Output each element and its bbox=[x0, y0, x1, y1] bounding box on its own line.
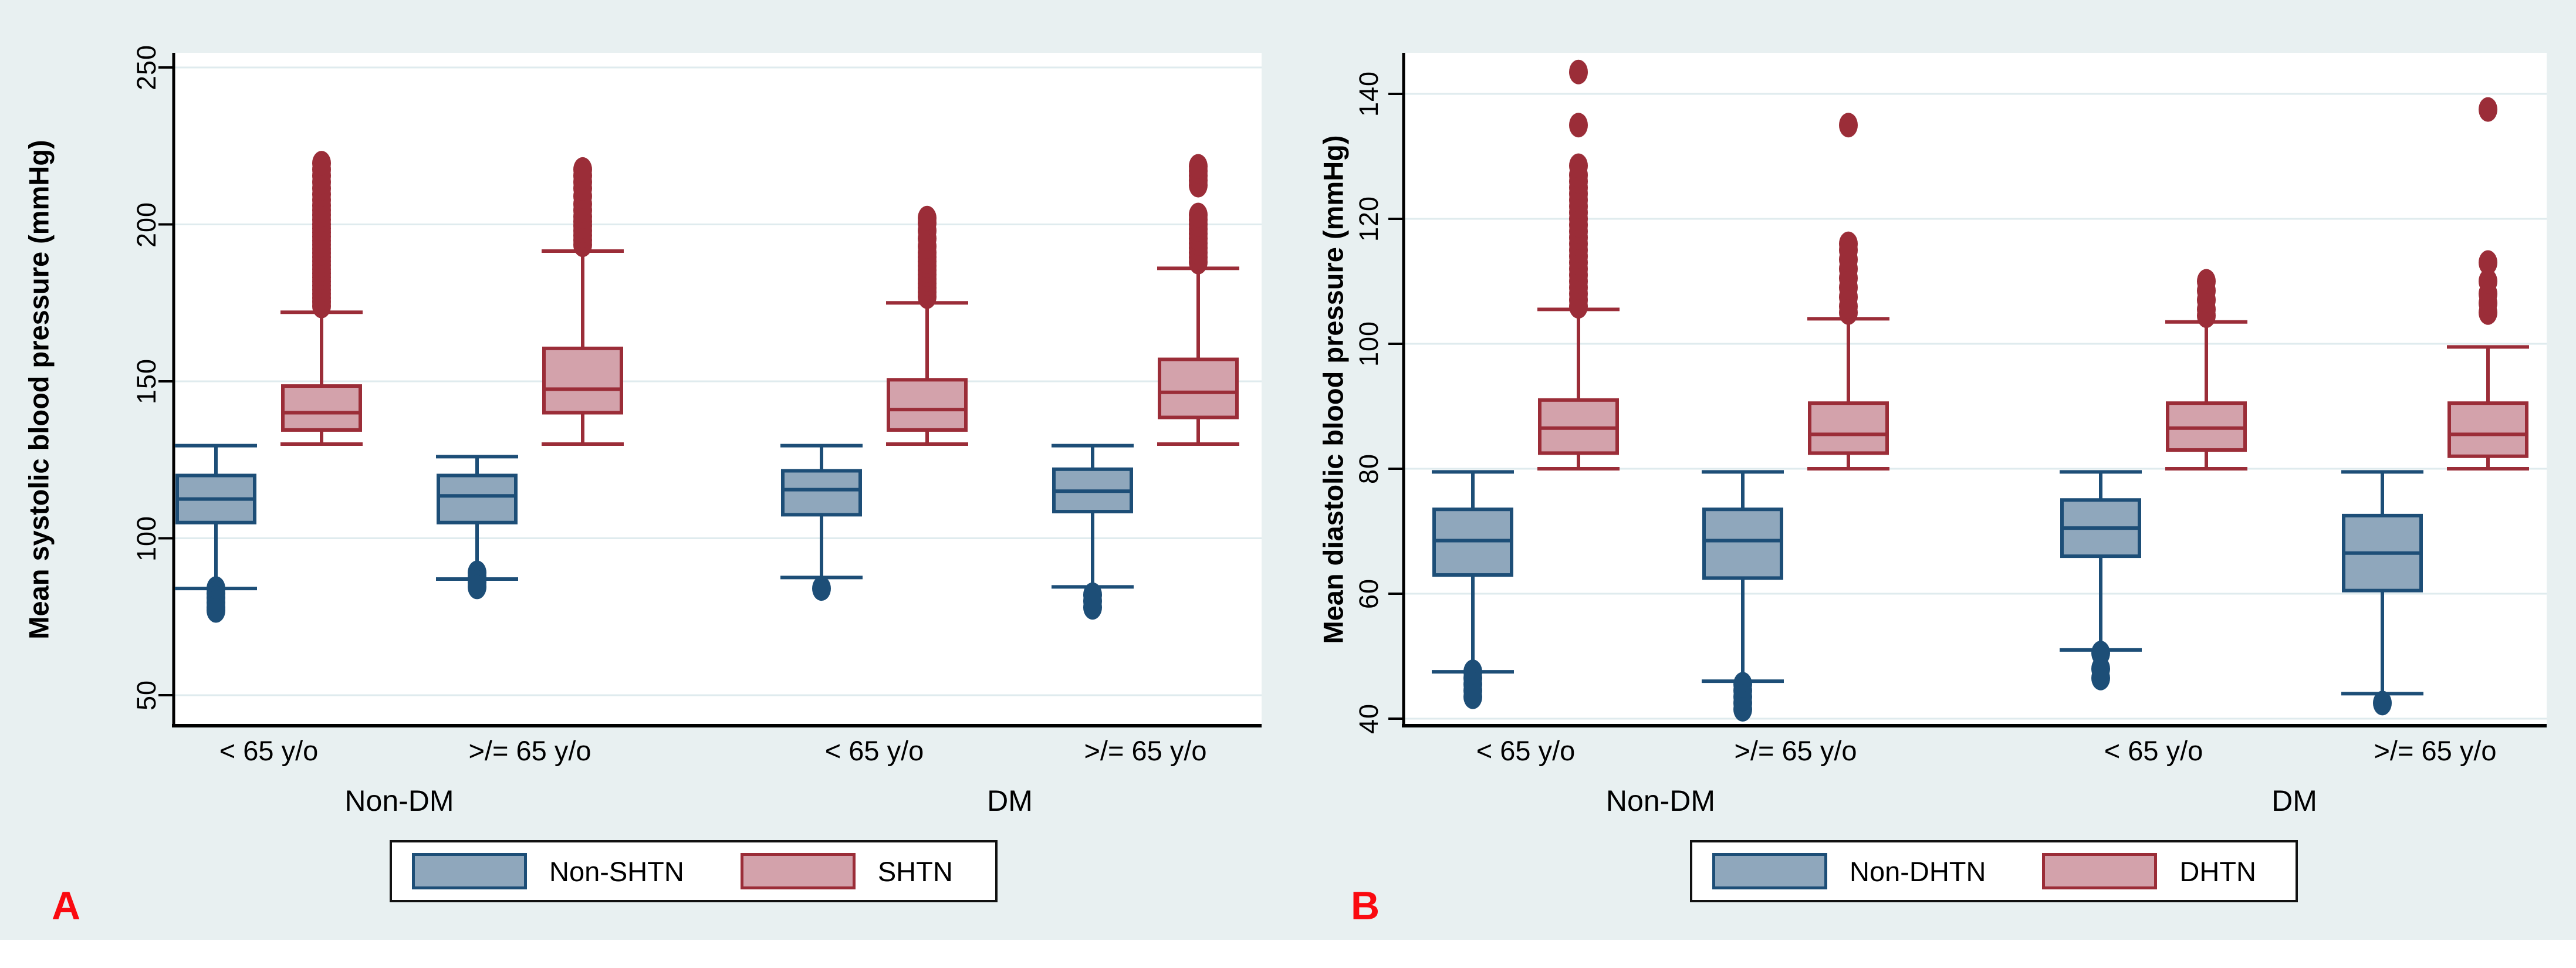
boxplot-b-non-dm-65-y-o-non-dhtn bbox=[1702, 470, 1784, 722]
legend-swatch-shtn bbox=[740, 853, 856, 889]
outlier-dot bbox=[2479, 250, 2497, 275]
outlier-dot bbox=[1569, 153, 1588, 178]
legend-label-dhtn: DHTN bbox=[2179, 855, 2256, 887]
x-group-label: Non-DM bbox=[344, 784, 454, 817]
outlier-dot bbox=[1463, 684, 1482, 709]
outlier-dot bbox=[1083, 595, 1102, 620]
y-tick-label-60: 60 bbox=[1354, 578, 1384, 610]
y-tick-label-140: 140 bbox=[1354, 70, 1384, 117]
outlier-dot bbox=[2197, 269, 2216, 294]
boxplot-b-dm-65-y-o-dhtn bbox=[2447, 97, 2529, 471]
outlier-dot bbox=[2091, 665, 2110, 691]
outlier-dot bbox=[468, 574, 486, 600]
iqr-box bbox=[1808, 401, 1889, 455]
y-tick-label-100: 100 bbox=[131, 515, 161, 561]
boxplot-a-non-dm-65-y-o-non-shtn bbox=[436, 455, 518, 600]
iqr-box bbox=[2447, 401, 2528, 458]
x-tick-label-age: < 65 y/o bbox=[219, 735, 319, 766]
outlier-dot bbox=[812, 576, 831, 601]
iqr-box bbox=[887, 378, 968, 432]
outlier-dot bbox=[2479, 97, 2497, 122]
panel-a-letter: A bbox=[52, 884, 81, 928]
panel-a-y-axis-title: Mean systolic blood pressure (mmHg) bbox=[23, 140, 55, 639]
panel-b-y-axis-title: Mean diastolic blood pressure (mmHg) bbox=[1317, 135, 1349, 644]
outlier-dot bbox=[1189, 202, 1208, 228]
outlier-dot bbox=[1569, 59, 1588, 84]
x-tick-label-age: < 65 y/o bbox=[2104, 735, 2203, 766]
y-tick-label-200: 200 bbox=[131, 201, 161, 248]
panel-a-legend: Non-SHTN SHTN bbox=[390, 840, 998, 902]
boxplot-b-non-dm-65-y-o-dhtn bbox=[1807, 113, 1889, 471]
x-tick-label-age: >/= 65 y/o bbox=[2374, 735, 2497, 766]
y-tick-label-40: 40 bbox=[1354, 703, 1384, 735]
outlier-dot bbox=[2373, 691, 2392, 716]
y-tick-label-80: 80 bbox=[1354, 453, 1384, 485]
y-tick-label-50: 50 bbox=[131, 679, 161, 711]
iqr-box bbox=[437, 473, 518, 524]
x-group-label: Non-DM bbox=[1605, 784, 1716, 817]
boxplot-a-non-dm-65-y-o-non-shtn bbox=[175, 444, 257, 623]
boxplot-b-dm-65-y-o-non-dhtn bbox=[2341, 470, 2423, 716]
y-tick-label-100: 100 bbox=[1354, 320, 1384, 367]
outlier-dot bbox=[2479, 269, 2497, 294]
outlier-dot bbox=[207, 598, 225, 623]
legend-swatch-non-shtn bbox=[412, 853, 527, 889]
panel-b-legend: Non-DHTN DHTN bbox=[1690, 840, 2298, 902]
panel-b-letter: B bbox=[1351, 884, 1380, 928]
iqr-box bbox=[1158, 357, 1239, 419]
x-group-label: DM bbox=[2271, 784, 2317, 817]
outlier-dot bbox=[312, 151, 331, 176]
outlier-dot bbox=[573, 157, 592, 182]
legend-label-shtn: SHTN bbox=[877, 855, 953, 887]
legend-swatch-dhtn bbox=[2042, 853, 2158, 889]
outlier-dot bbox=[918, 205, 937, 231]
x-tick-label-age: >/= 65 y/o bbox=[468, 735, 591, 766]
boxplot-a-dm-65-y-o-shtn bbox=[1157, 154, 1239, 446]
legend-label-non-shtn: Non-SHTN bbox=[549, 855, 684, 887]
outlier-dot bbox=[1189, 154, 1208, 179]
y-tick-label-250: 250 bbox=[131, 44, 161, 91]
iqr-box bbox=[281, 384, 362, 432]
outlier-dot bbox=[1733, 697, 1752, 722]
boxplot-a-non-dm-65-y-o-shtn bbox=[280, 151, 363, 446]
y-tick-label-150: 150 bbox=[131, 358, 161, 405]
outlier-dot bbox=[1839, 113, 1858, 138]
boxplot-b-non-dm-65-y-o-dhtn bbox=[1537, 59, 1620, 471]
boxplot-b-non-dm-65-y-o-non-dhtn bbox=[1432, 470, 1514, 709]
boxplot-a-dm-65-y-o-shtn bbox=[886, 205, 968, 446]
iqr-box bbox=[781, 469, 862, 517]
x-tick-label-age: < 65 y/o bbox=[824, 735, 924, 766]
legend-swatch-non-dhtn bbox=[1712, 853, 1827, 889]
boxplot-b-dm-65-y-o-dhtn bbox=[2165, 269, 2247, 471]
boxplot-a-non-dm-65-y-o-shtn bbox=[542, 157, 624, 446]
x-group-label: DM bbox=[987, 784, 1033, 817]
y-tick-label-120: 120 bbox=[1354, 195, 1384, 242]
x-tick-label-age: >/= 65 y/o bbox=[1734, 735, 1857, 766]
iqr-box bbox=[1702, 507, 1783, 580]
boxplot-a-dm-65-y-o-non-shtn bbox=[1052, 444, 1134, 620]
panel-B-plot-area bbox=[1404, 53, 2547, 726]
boxplot-b-dm-65-y-o-non-dhtn bbox=[2060, 470, 2142, 691]
iqr-box bbox=[542, 346, 623, 415]
legend-label-non-dhtn: Non-DHTN bbox=[1850, 855, 1986, 887]
x-tick-label-age: >/= 65 y/o bbox=[1084, 735, 1207, 766]
boxplot-a-dm-65-y-o-non-shtn bbox=[780, 444, 863, 601]
bottom-white-margin bbox=[0, 940, 2576, 968]
outlier-dot bbox=[1569, 113, 1588, 138]
outlier-dot bbox=[1839, 231, 1858, 256]
x-tick-label-age: < 65 y/o bbox=[1476, 735, 1576, 766]
